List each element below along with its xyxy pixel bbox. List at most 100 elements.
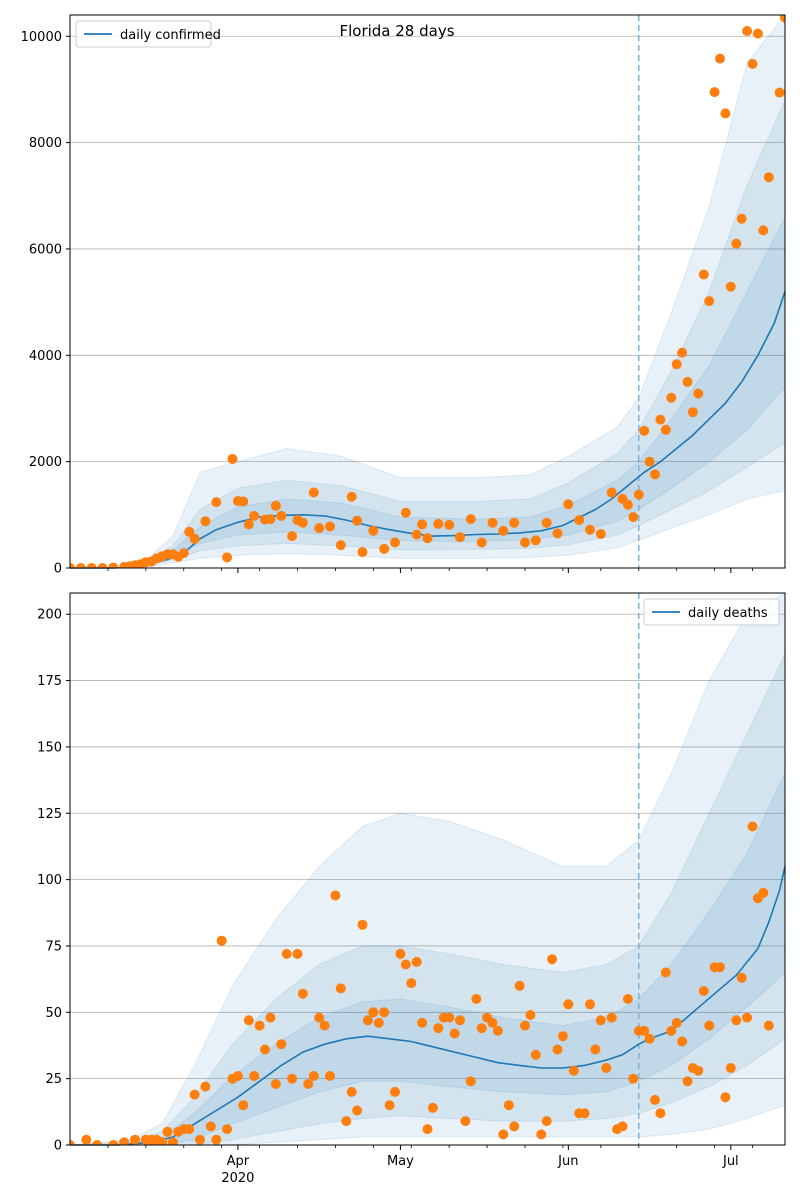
data-point (563, 999, 574, 1010)
data-point (579, 1108, 590, 1119)
data-point (287, 1073, 298, 1084)
data-point (671, 1017, 682, 1028)
data-point (758, 225, 769, 236)
data-point (595, 1015, 606, 1026)
data-point (530, 535, 541, 546)
y-tick-label: 100 (37, 873, 62, 888)
data-point (368, 525, 379, 536)
data-point (628, 1073, 639, 1084)
data-point (406, 978, 417, 989)
data-point (357, 919, 368, 930)
data-point (292, 948, 303, 959)
data-point (92, 1140, 103, 1145)
data-point (400, 507, 411, 518)
data-point (352, 1105, 363, 1116)
data-point (232, 1071, 243, 1081)
data-point (715, 53, 725, 64)
x-tick-label: May (387, 1154, 414, 1169)
data-point (384, 1100, 395, 1111)
data-point (75, 563, 86, 568)
data-point (639, 1025, 650, 1036)
data-point (249, 1071, 260, 1081)
data-point (379, 1007, 390, 1018)
data-point (390, 537, 400, 548)
y-tick-label: 200 (37, 608, 62, 623)
data-point (552, 1044, 563, 1055)
x-tick-label: Jun (557, 1154, 578, 1169)
data-point (704, 296, 715, 307)
data-point (346, 491, 357, 502)
data-point (346, 1086, 357, 1097)
data-point (287, 531, 298, 542)
data-point (520, 537, 530, 548)
data-point (704, 1020, 715, 1031)
data-point (780, 15, 785, 23)
data-point (595, 529, 606, 539)
data-point (281, 948, 292, 959)
data-point (574, 515, 585, 526)
data-point (725, 281, 736, 292)
data-point (763, 1020, 774, 1031)
data-point (330, 890, 341, 901)
data-point (433, 1023, 444, 1034)
data-point (368, 1007, 379, 1018)
data-point (731, 238, 742, 249)
data-point (622, 499, 633, 510)
data-point (585, 999, 595, 1010)
legend-box (75, 20, 212, 48)
data-point (606, 1012, 617, 1023)
data-point (666, 392, 677, 403)
data-point (758, 887, 769, 898)
data-point (243, 1015, 254, 1026)
data-point (444, 1012, 455, 1023)
data-point (552, 528, 563, 539)
data-point (216, 935, 227, 946)
data-point (731, 1015, 742, 1026)
data-point (471, 994, 482, 1004)
data-point (530, 1049, 541, 1060)
data-point (460, 1116, 471, 1127)
deaths-panel: 0 25 50 75 100 125 150 175 200 Apr May Jun Jul 2020 da… (37, 0, 786, 1186)
y-tick-label: 150 (37, 740, 62, 755)
data-point (682, 1076, 693, 1087)
y-tick-label: 175 (37, 674, 62, 689)
data-point (81, 1134, 92, 1145)
data-point (303, 1079, 314, 1089)
data-point (130, 1134, 140, 1145)
data-point (509, 1121, 520, 1132)
y-tick-label: 50 (45, 1006, 62, 1021)
y-tick-label: 8000 (29, 136, 62, 151)
data-point (167, 1137, 178, 1145)
data-point (682, 376, 693, 387)
data-point (70, 563, 75, 568)
data-point (465, 1076, 476, 1087)
data-point (677, 347, 688, 358)
data-point (622, 994, 633, 1004)
data-point (775, 0, 785, 5)
data-point (763, 172, 774, 183)
data-point (498, 525, 509, 536)
data-point (465, 514, 476, 525)
data-point (86, 563, 97, 568)
data-point (536, 1129, 547, 1140)
data-point (238, 496, 249, 507)
data-point (520, 1020, 530, 1031)
data-point (671, 359, 682, 370)
data-point (590, 1044, 601, 1055)
x-tick-sublabel: 2020 (221, 1171, 254, 1186)
data-point (455, 1015, 465, 1026)
data-point (243, 519, 254, 530)
data-point (503, 1100, 514, 1111)
data-point (455, 532, 465, 543)
data-point (487, 517, 498, 528)
series-line-daily-deaths (70, 866, 786, 1146)
data-point (585, 524, 595, 535)
data-point (411, 956, 422, 967)
data-point (476, 1023, 487, 1034)
y-tick-label: 125 (37, 807, 62, 822)
data-point (720, 108, 731, 119)
data-point (270, 1079, 281, 1089)
data-point (747, 821, 758, 832)
data-point (709, 87, 720, 98)
